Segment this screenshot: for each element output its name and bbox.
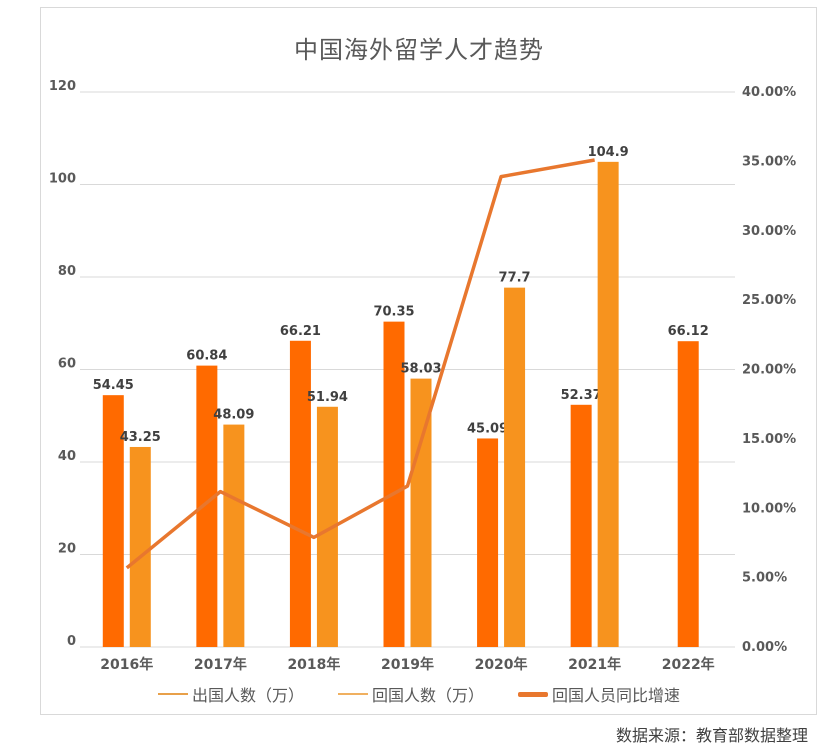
left-axis-tick: 120 [49, 79, 76, 94]
bar-data-label: 54.45 [93, 378, 134, 393]
bar-data-label: 60.84 [186, 349, 227, 364]
left-axis-tick: 100 [49, 172, 76, 187]
right-axis-tick: 5.00% [742, 571, 787, 586]
bar-data-label: 52.37 [561, 388, 602, 403]
legend-item: 回国人数（万） [337, 682, 484, 706]
x-axis-tick: 2017年 [194, 656, 247, 673]
bar-outbound [477, 438, 499, 647]
left-axis-tick: 40 [58, 449, 76, 464]
bar-data-label: 48.09 [213, 408, 254, 423]
right-axis-tick: 0.00% [742, 640, 787, 655]
legend-label: 出国人数（万） [191, 686, 304, 705]
left-axis-tick: 60 [58, 357, 76, 372]
legend-swatch-icon [337, 693, 368, 695]
bar-outbound [570, 404, 592, 647]
legend-item: 回国人员同比增速 [518, 682, 680, 706]
bar-outbound [677, 341, 699, 647]
legend-label: 回国人数（万） [371, 686, 484, 705]
bar-data-label: 70.35 [373, 305, 414, 320]
bar-outbound [383, 321, 405, 647]
bar-returning [129, 446, 151, 647]
legend-label: 回国人员同比增速 [552, 686, 681, 705]
right-axis-tick: 25.00% [742, 293, 796, 308]
bar-data-label: 77.7 [499, 271, 531, 286]
bar-data-label: 45.09 [467, 421, 508, 436]
left-axis-tick: 0 [67, 634, 76, 649]
x-axis-tick: 2019年 [381, 656, 434, 673]
x-axis-tick: 2020年 [475, 656, 528, 673]
right-axis-tick: 35.00% [742, 154, 796, 169]
x-axis-tick: 2022年 [662, 656, 715, 673]
bar-returning [504, 287, 526, 647]
bar-data-label: 51.94 [307, 390, 348, 405]
legend-swatch-icon [518, 691, 548, 697]
right-axis-tick: 15.00% [742, 432, 796, 447]
chart-legend: 出国人数（万） 回国人数（万） 回国人员同比增速 [0, 682, 838, 706]
bar-returning [316, 406, 338, 647]
bar-data-label: 66.21 [280, 324, 321, 339]
legend-item: 出国人数（万） [157, 682, 304, 706]
left-axis-tick: 80 [58, 264, 76, 279]
bar-outbound [102, 395, 124, 647]
x-axis-tick: 2018年 [287, 656, 340, 673]
right-axis-tick: 10.00% [742, 501, 796, 516]
bar-data-label: 58.03 [400, 362, 441, 377]
chart-title: 中国海外留学人才趋势 [294, 36, 544, 64]
bar-data-label: 104.9 [588, 145, 629, 160]
x-axis-tick: 2021年 [568, 656, 621, 673]
right-axis-tick: 30.00% [742, 224, 796, 239]
growth-rate-line [125, 158, 595, 570]
bar-data-label: 66.12 [668, 324, 709, 339]
left-axis-tick: 20 [58, 542, 76, 557]
bar-outbound [289, 340, 311, 647]
bar-outbound [196, 365, 218, 647]
bar-data-label: 43.25 [120, 430, 161, 445]
bar-returning [223, 424, 245, 647]
legend-swatch-icon [157, 693, 188, 695]
bar-returning [597, 161, 619, 647]
right-axis-tick: 20.00% [742, 363, 796, 378]
right-axis-tick: 40.00% [742, 85, 796, 100]
bar-returning [410, 378, 432, 647]
x-axis-tick: 2016年 [100, 656, 153, 673]
source-note: 数据来源：教育部数据整理 [615, 726, 808, 745]
